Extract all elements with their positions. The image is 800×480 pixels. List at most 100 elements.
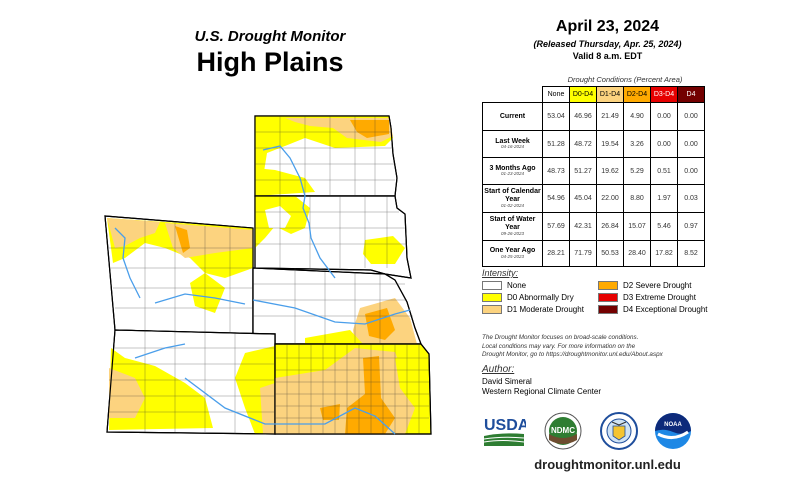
legend-item-none: None xyxy=(482,281,598,290)
drought-map xyxy=(104,115,432,435)
author-label: Author: xyxy=(482,364,515,375)
doc-seal-logo xyxy=(600,412,638,450)
row-label: Start of Water Year 09-26-2023 xyxy=(482,212,543,241)
table-row: Last Week 04-16-2024 51.28 48.72 19.54 3.… xyxy=(482,130,705,158)
cell: 0.00 xyxy=(677,102,705,131)
row-label: 3 Months Ago 01-23-2024 xyxy=(482,157,543,185)
cell: 53.04 xyxy=(542,102,570,131)
cell: 8.80 xyxy=(623,184,651,213)
table-header-row: None D0-D4 D1-D4 D2-D4 D3-D4 D4 xyxy=(482,86,705,103)
cell: 15.07 xyxy=(623,212,651,241)
cell: 50.53 xyxy=(596,240,624,267)
col-d1-d4: D1-D4 xyxy=(596,86,624,103)
table-row: 3 Months Ago 01-23-2024 48.73 51.27 19.62… xyxy=(482,157,705,185)
cell: 57.69 xyxy=(542,212,570,241)
cell: 0.00 xyxy=(650,102,678,131)
legend-title: Intensity: xyxy=(482,268,519,278)
date-block: April 23, 2024 (Released Thursday, Apr. … xyxy=(480,18,735,61)
swatch-d1 xyxy=(482,305,502,314)
noaa-logo: NOAA xyxy=(655,413,691,449)
legend-item-d3: D3 Extreme Drought xyxy=(598,293,728,302)
row-label: One Year Ago 04-25-2023 xyxy=(482,240,543,267)
table-corner xyxy=(482,86,543,103)
valid-time: Valid 8 a.m. EDT xyxy=(572,51,643,61)
author-block: Author: David Simeral Western Regional C… xyxy=(482,363,601,398)
map-date: April 23, 2024 xyxy=(555,18,660,35)
row-label: Last Week 04-16-2024 xyxy=(482,130,543,158)
legend-item-d0: D0 Abnormally Dry xyxy=(482,293,598,302)
rivers xyxy=(114,145,411,435)
row-label: Current xyxy=(482,102,543,131)
cell: 0.51 xyxy=(650,157,678,185)
swatch-d3 xyxy=(598,293,618,302)
drought-conditions-table: None D0-D4 D1-D4 D2-D4 D3-D4 D4 Current … xyxy=(482,86,705,267)
ndmc-logo: NDMC xyxy=(544,412,582,450)
legend-item-d2: D2 Severe Drought xyxy=(598,281,728,290)
swatch-d2 xyxy=(598,281,618,290)
table-row: Start of Water Year 09-26-2023 57.69 42.3… xyxy=(482,212,705,241)
svg-text:NOAA: NOAA xyxy=(664,422,682,428)
cell: 28.21 xyxy=(542,240,570,267)
svg-text:USDA: USDA xyxy=(484,417,526,434)
cell: 26.84 xyxy=(596,212,624,241)
table-caption: Drought Conditions (Percent Area) xyxy=(567,75,683,84)
cell: 5.46 xyxy=(650,212,678,241)
author-name: David Simeral xyxy=(482,376,532,386)
legend-item-d1: D1 Moderate Drought xyxy=(482,305,598,314)
cell: 48.73 xyxy=(542,157,570,185)
cell: 17.82 xyxy=(650,240,678,267)
cell: 54.96 xyxy=(542,184,570,213)
cell: 0.97 xyxy=(677,212,705,241)
cell: 0.03 xyxy=(677,184,705,213)
county-lines xyxy=(109,116,429,434)
cell: 0.00 xyxy=(677,157,705,185)
cell: 0.00 xyxy=(650,130,678,158)
cell: 21.49 xyxy=(596,102,624,131)
col-d0-d4: D0-D4 xyxy=(569,86,597,103)
cell: 42.31 xyxy=(569,212,597,241)
cell: 22.00 xyxy=(596,184,624,213)
state-wyoming xyxy=(104,215,254,335)
col-d4: D4 xyxy=(677,86,705,103)
cell: 4.90 xyxy=(623,102,651,131)
svg-text:NDMC: NDMC xyxy=(551,426,575,435)
cell: 8.52 xyxy=(677,240,705,267)
intensity-legend: Intensity: None D2 Severe Drought D0 Abn… xyxy=(482,268,742,314)
table-row: One Year Ago 04-25-2023 28.21 71.79 50.53… xyxy=(482,240,705,267)
swatch-d0 xyxy=(482,293,502,302)
cell: 45.04 xyxy=(569,184,597,213)
legend-item-d4: D4 Exceptional Drought xyxy=(598,305,728,314)
state-kansas xyxy=(274,343,432,435)
disclaimer-note: The Drought Monitor focuses on broad-sca… xyxy=(482,334,663,358)
table-row: Start of Calendar Year 01-02-2024 54.96 4… xyxy=(482,184,705,213)
map-title: U.S. Drought Monitor High Plains xyxy=(150,28,390,78)
swatch-none xyxy=(482,281,502,290)
state-north-dakota xyxy=(254,115,398,197)
state-nebraska xyxy=(252,267,422,345)
author-org: Western Regional Climate Center xyxy=(482,387,602,397)
partner-logos: USDA NDMC NOAA xyxy=(482,412,722,452)
website-url[interactable]: droughtmonitor.unl.edu xyxy=(534,457,681,472)
cell: 48.72 xyxy=(569,130,597,158)
table-row: Current 53.04 46.96 21.49 4.90 0.00 0.00 xyxy=(482,102,705,131)
cell: 5.29 xyxy=(623,157,651,185)
title-subtitle: U.S. Drought Monitor xyxy=(194,28,346,45)
cell: 1.97 xyxy=(650,184,678,213)
cell: 19.54 xyxy=(596,130,624,158)
cell: 19.62 xyxy=(596,157,624,185)
usda-logo: USDA xyxy=(483,417,526,446)
swatch-d4 xyxy=(598,305,618,314)
row-label: Start of Calendar Year 01-02-2024 xyxy=(482,184,543,213)
release-date: (Released Thursday, Apr. 25, 2024) xyxy=(533,39,682,49)
cell: 28.40 xyxy=(623,240,651,267)
title-region: High Plains xyxy=(196,47,344,77)
col-d3-d4: D3-D4 xyxy=(650,86,678,103)
state-south-dakota xyxy=(254,195,412,279)
col-none: None xyxy=(542,86,570,103)
cell: 3.26 xyxy=(623,130,651,158)
cell: 51.27 xyxy=(569,157,597,185)
cell: 46.96 xyxy=(569,102,597,131)
cell: 51.28 xyxy=(542,130,570,158)
cell: 0.00 xyxy=(677,130,705,158)
cell: 71.79 xyxy=(569,240,597,267)
